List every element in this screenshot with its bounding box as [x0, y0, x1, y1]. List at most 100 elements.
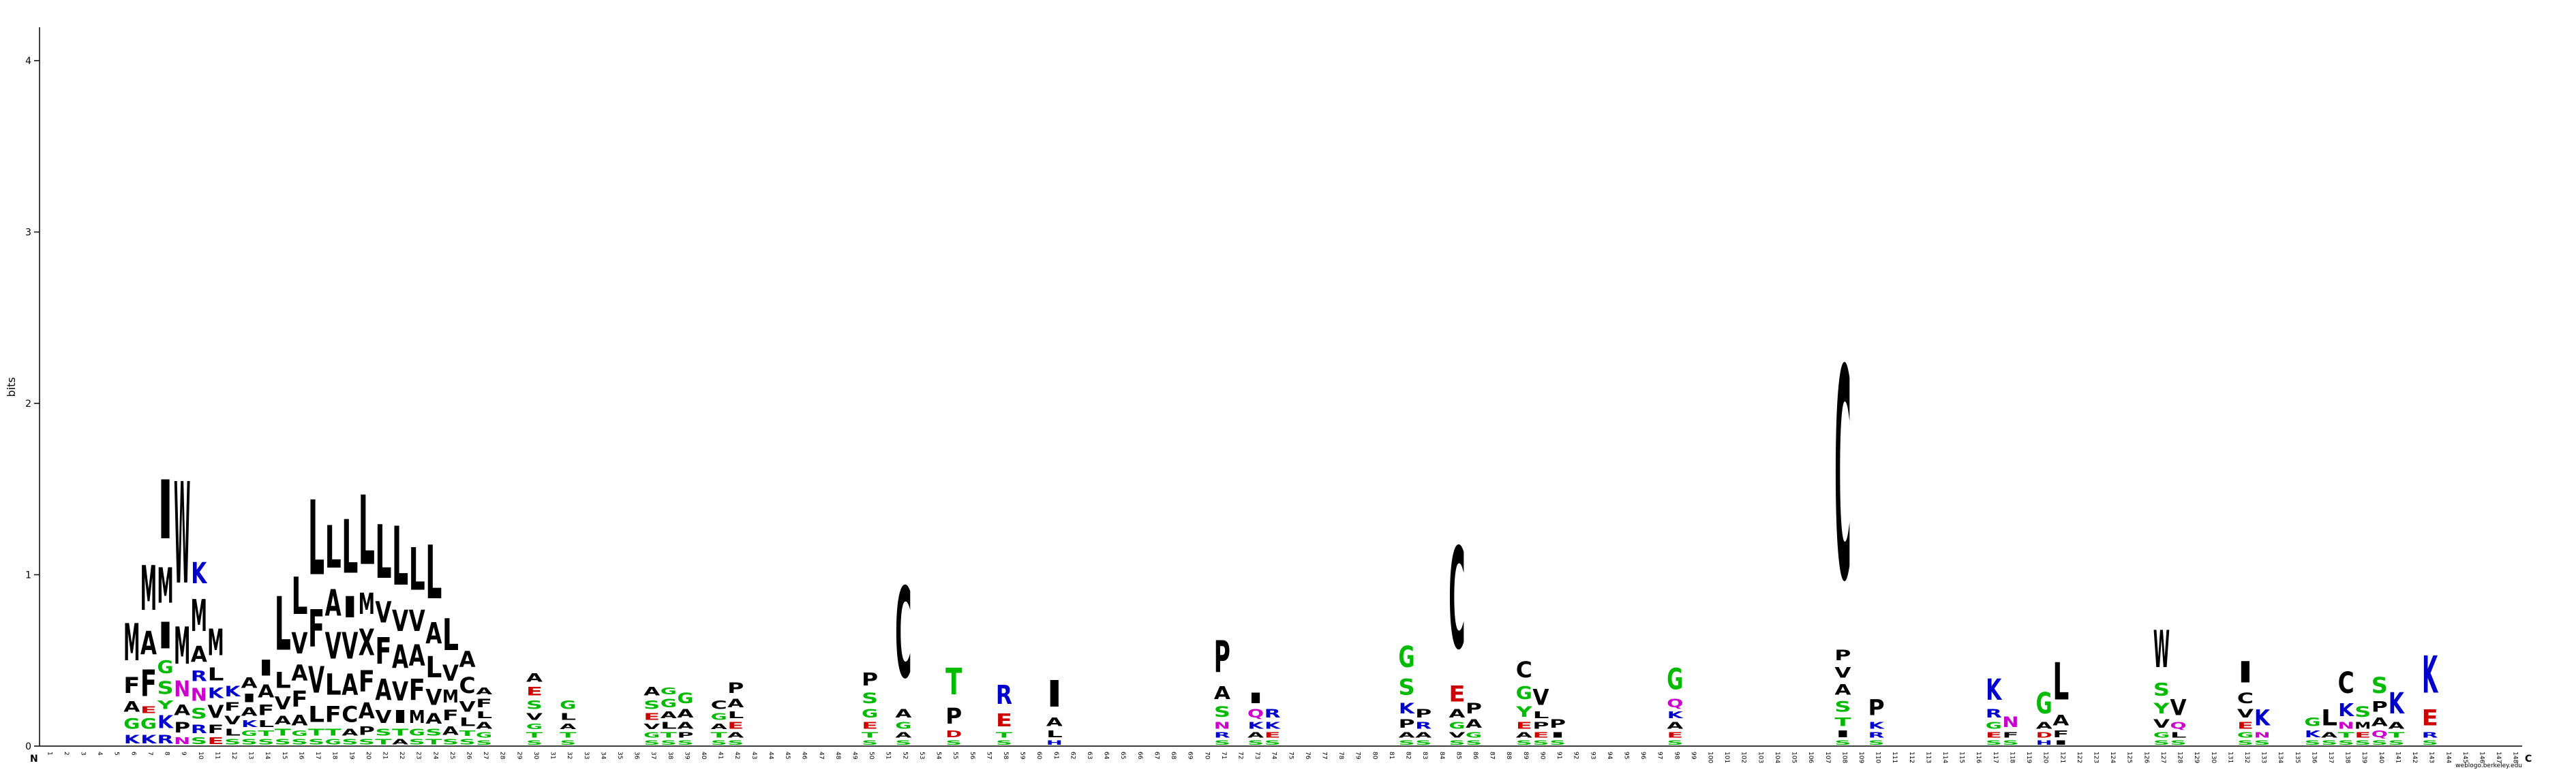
logo-letter: A	[174, 702, 190, 719]
logo-letter: V	[375, 596, 391, 630]
x-tick-label: 28	[499, 752, 506, 760]
logo-letter: I	[392, 707, 408, 727]
logo-letter: T	[425, 738, 442, 746]
x-tick-label: 94	[1606, 752, 1613, 760]
logo-letter: W	[2153, 621, 2170, 680]
logo-letter: G	[2237, 731, 2254, 740]
logo-letter: M	[2354, 720, 2371, 730]
x-tick-label: 13	[247, 752, 254, 759]
x-tick-label: 2	[63, 752, 70, 756]
logo-letter: V	[291, 626, 307, 660]
logo-letter: S	[375, 727, 391, 737]
x-tick-label: 111	[1891, 752, 1898, 763]
logo-letter: V	[459, 698, 475, 715]
x-tick-label: 1	[46, 752, 52, 756]
logo-letter: G	[1667, 662, 1683, 696]
x-tick-label: 84	[1438, 752, 1445, 760]
logo-letter: L	[476, 710, 492, 720]
logo-letter: G	[325, 738, 342, 747]
logo-letter: L	[727, 710, 744, 720]
logo-letter: V	[409, 604, 425, 638]
x-tick-label: 27	[482, 752, 489, 759]
logo-letter: E	[1667, 731, 1683, 739]
x-tick-label: 26	[466, 752, 472, 760]
logo-letter: F	[123, 673, 140, 698]
x-tick-label: 90	[1539, 752, 1545, 760]
x-tick-label: 125	[2126, 752, 2133, 763]
logo-letter: T	[459, 729, 475, 737]
x-tick-label: 101	[1723, 752, 1730, 763]
x-tick-label: 3	[80, 752, 87, 756]
logo-letter: S	[308, 737, 324, 746]
x-tick-label: 74	[1271, 752, 1277, 760]
x-tick-label: 49	[851, 752, 858, 760]
logo-letter: P	[174, 719, 190, 737]
logo-letter: S	[476, 739, 492, 746]
logo-letter: G	[661, 696, 677, 710]
x-tick-label: 88	[1505, 752, 1512, 760]
x-tick-label: 130	[2210, 752, 2217, 763]
logo-letter: S	[1214, 739, 1230, 746]
x-tick-label: 64	[1103, 752, 1110, 760]
x-tick-label: 110	[1875, 752, 1881, 763]
logo-letter: N	[1214, 721, 1230, 731]
x-tick-label: 124	[2109, 752, 2116, 763]
logo-letter: L	[1532, 710, 1549, 720]
logo-letter: T	[661, 731, 677, 739]
x-tick-label: 102	[1740, 752, 1747, 763]
x-tick-label: 135	[2294, 752, 2301, 763]
x-tick-label: 55	[952, 752, 958, 759]
logo-letter: E	[2422, 705, 2438, 730]
logo-letter: A	[191, 643, 208, 668]
logo-letter: A	[1415, 731, 1431, 739]
logo-letter: P	[862, 669, 878, 690]
logo-letter: L	[308, 479, 324, 599]
x-tick-label: 29	[515, 752, 522, 760]
logo-letter: F	[409, 673, 425, 707]
logo-letter: V	[643, 722, 660, 730]
logo-letter: I	[157, 465, 174, 557]
logo-letter: T	[308, 728, 324, 738]
logo-letter: S	[2338, 739, 2354, 746]
logo-letter: G	[895, 721, 911, 731]
logo-letter: A	[711, 722, 727, 730]
logo-letter: L	[425, 650, 442, 685]
logo-letter: H	[2036, 739, 2052, 746]
x-tick-label: 138	[2344, 752, 2351, 763]
logo-letter: V	[308, 660, 324, 702]
logo-letter: T	[325, 728, 342, 738]
logo-letter: S	[526, 698, 543, 712]
logo-letter: S	[258, 737, 274, 746]
logo-letter: E	[140, 705, 157, 715]
logo-letter: A	[241, 675, 258, 692]
logo-letter: V	[425, 685, 442, 711]
x-tick-label: 96	[1639, 752, 1646, 760]
logo-letter: S	[342, 737, 358, 746]
logo-letter: M	[191, 591, 207, 642]
logo-letter: F	[291, 686, 307, 711]
logo-letter: K	[140, 732, 157, 747]
logo-letter: C	[1834, 309, 1851, 647]
x-tick-label: 86	[1472, 752, 1479, 760]
x-tick-label: 70	[1203, 752, 1210, 760]
x-tick-label: 72	[1237, 752, 1243, 759]
logo-letter: L	[375, 510, 391, 596]
logo-letter: L	[275, 668, 291, 694]
logo-letter: L	[308, 702, 324, 728]
logo-letter: K	[191, 556, 207, 590]
logo-letter: A	[291, 712, 307, 729]
x-tick-label: 142	[2411, 752, 2418, 763]
